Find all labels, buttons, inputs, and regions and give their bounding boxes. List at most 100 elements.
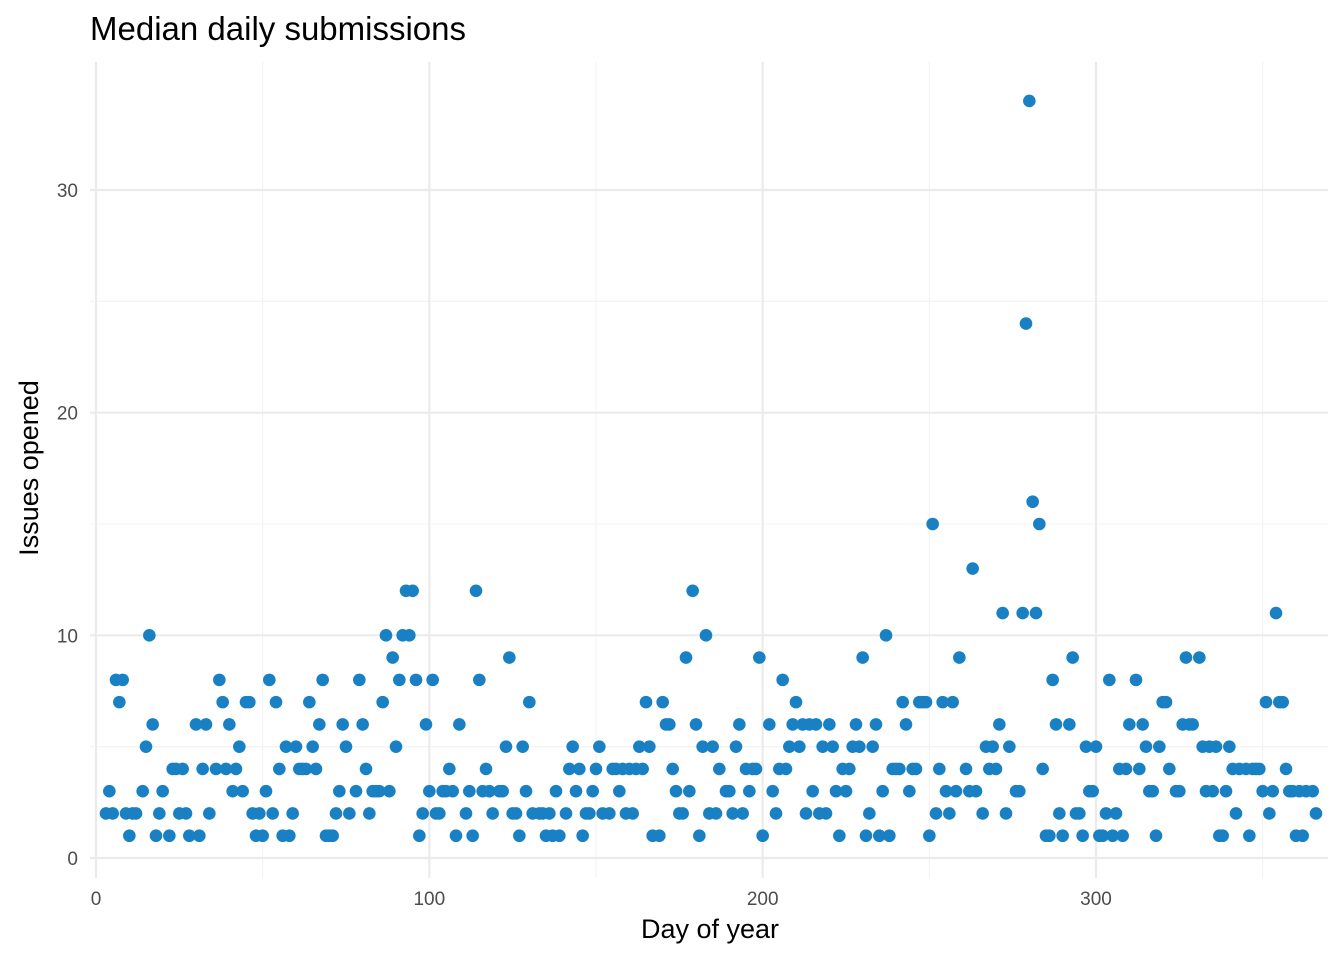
data-point	[176, 762, 189, 776]
chart-title: Median daily submissions	[90, 10, 466, 47]
data-point	[823, 718, 836, 731]
data-point	[1306, 784, 1319, 798]
data-point	[1206, 784, 1219, 798]
data-point	[209, 762, 223, 776]
data-point	[683, 784, 696, 798]
data-point	[516, 740, 529, 753]
data-point	[589, 762, 603, 776]
data-point	[919, 695, 933, 709]
data-point	[199, 718, 213, 731]
data-point	[243, 695, 256, 709]
data-point	[376, 695, 389, 709]
data-point	[936, 695, 949, 709]
data-point	[1053, 807, 1066, 820]
data-point	[363, 807, 376, 820]
data-point	[136, 784, 149, 798]
data-point	[513, 829, 526, 843]
data-point	[603, 807, 616, 820]
data-point	[736, 807, 749, 820]
data-point	[503, 651, 516, 664]
data-point	[266, 807, 279, 820]
data-point	[189, 718, 203, 731]
data-point	[1046, 673, 1059, 687]
data-point	[283, 829, 296, 843]
data-point	[626, 807, 639, 820]
data-point	[1216, 829, 1229, 843]
data-point	[799, 807, 813, 820]
data-point	[856, 651, 869, 664]
data-point	[709, 807, 723, 820]
data-point	[769, 807, 783, 820]
data-point	[403, 629, 416, 642]
data-point	[149, 829, 163, 843]
data-point	[976, 807, 989, 820]
data-point	[1159, 695, 1173, 709]
data-point	[583, 807, 596, 820]
data-point	[543, 807, 556, 820]
data-point	[1089, 740, 1103, 753]
data-point	[899, 718, 913, 731]
data-point	[953, 651, 966, 664]
data-point	[559, 807, 573, 820]
x-tick-label: 100	[413, 889, 445, 910]
data-point	[329, 807, 343, 820]
data-point	[193, 829, 206, 843]
data-point	[1163, 762, 1176, 776]
data-point	[853, 740, 866, 753]
data-point	[196, 762, 209, 776]
data-point	[1019, 317, 1033, 330]
data-point	[706, 740, 719, 753]
data-point	[299, 762, 313, 776]
data-point	[1026, 495, 1039, 509]
data-point	[1073, 807, 1086, 820]
data-point	[1049, 718, 1063, 731]
data-point	[1149, 829, 1163, 843]
data-point	[146, 718, 159, 731]
data-point	[1279, 762, 1293, 776]
y-axis-title: Issues opened	[14, 380, 44, 556]
data-point	[996, 606, 1009, 620]
data-point	[939, 784, 953, 798]
data-points	[99, 94, 1323, 843]
y-tick-label: 30	[57, 181, 78, 202]
data-point	[1076, 829, 1089, 843]
data-point	[1139, 740, 1153, 753]
data-point	[1106, 829, 1119, 843]
x-axis-ticks: 0 100 200 300	[91, 889, 1112, 910]
data-point	[163, 829, 176, 843]
data-point	[333, 784, 346, 798]
data-point	[449, 829, 463, 843]
data-point	[1266, 784, 1279, 798]
data-point	[479, 762, 493, 776]
data-point	[749, 762, 763, 776]
data-point	[409, 673, 423, 687]
data-point	[613, 784, 626, 798]
data-point	[989, 762, 1003, 776]
data-point	[779, 762, 793, 776]
y-tick-label: 10	[57, 626, 78, 647]
data-point	[473, 673, 486, 687]
x-tick-label: 300	[1080, 889, 1112, 910]
data-point	[943, 807, 956, 820]
data-point	[1103, 673, 1116, 687]
data-point	[309, 762, 323, 776]
data-point	[1229, 807, 1243, 820]
data-point	[923, 829, 936, 843]
data-point	[1243, 829, 1256, 843]
data-point	[1116, 829, 1129, 843]
data-point	[453, 718, 466, 731]
data-point	[636, 762, 649, 776]
data-point	[213, 673, 226, 687]
data-point	[103, 784, 116, 798]
data-point	[229, 762, 243, 776]
data-point	[763, 718, 776, 731]
data-point	[339, 740, 353, 753]
data-point	[959, 762, 973, 776]
data-point	[893, 762, 906, 776]
data-point	[496, 784, 509, 798]
data-point	[1219, 784, 1233, 798]
x-tick-label: 200	[747, 889, 779, 910]
data-point	[643, 740, 656, 753]
data-point	[699, 629, 713, 642]
